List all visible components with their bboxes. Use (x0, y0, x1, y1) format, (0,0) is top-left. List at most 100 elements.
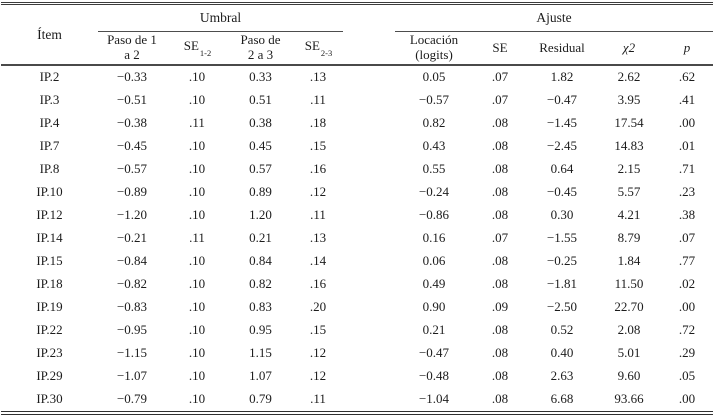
cell-p: .23 (678, 184, 696, 200)
header-item: Ítem (1, 3, 98, 66)
header-umbral-group: Umbral (98, 3, 343, 32)
table-row: IP.3 −0.51 .10 0.51 .11 −0.57 .07 −0.47 3.95 .41 (1, 89, 713, 112)
cell-residual: −0.25 (546, 253, 578, 269)
cell-se: .08 (491, 207, 509, 223)
spacer-cell (343, 65, 395, 89)
cell-se12: .10 (188, 368, 206, 384)
table-row: IP.10 −0.89 .10 0.89 .12 −0.24 .08 −0.45 5.57 .23 (1, 181, 713, 204)
cell-locacion: 0.49 (422, 276, 446, 292)
spacer-cell (343, 135, 395, 158)
cell-paso12: −0.38 (116, 115, 148, 131)
header-p: p (661, 31, 714, 66)
cell-se12: .10 (188, 161, 206, 177)
cell-chi2: 14.83 (614, 138, 644, 154)
cell-paso12: −0.51 (116, 92, 148, 108)
cell-se23: .13 (309, 230, 327, 246)
cell-p: .41 (678, 92, 696, 108)
cell-paso23: 0.33 (249, 69, 272, 85)
cell-se: .08 (491, 115, 509, 131)
cell-se12: .10 (188, 253, 206, 269)
table-row: IP.7 −0.45 .10 0.45 .15 0.43 .08 −2.45 14.83 .01 (1, 135, 713, 158)
cell-item: IP.2 (39, 69, 60, 85)
spacer-cell (343, 89, 395, 112)
spacer-cell (343, 158, 395, 181)
header-se-1-2-sub: 1-2 (199, 47, 212, 58)
cell-p: .01 (678, 138, 696, 154)
cell-item: IP.3 (39, 92, 60, 108)
cell-locacion: −0.24 (418, 184, 450, 200)
cell-paso23: 0.82 (249, 276, 272, 292)
cell-paso23: 0.38 (249, 115, 272, 131)
cell-locacion: −1.04 (418, 391, 450, 407)
cell-paso23: 0.45 (249, 138, 272, 154)
cell-paso12: −0.79 (116, 391, 148, 407)
cell-p: .00 (678, 115, 696, 131)
cell-chi2: 11.50 (614, 276, 644, 292)
cell-locacion: −0.86 (418, 207, 450, 223)
cell-locacion: 0.82 (422, 115, 446, 131)
cell-paso12: −0.57 (116, 161, 148, 177)
group-header-row: Ítem Umbral Ajuste (1, 3, 714, 66)
cell-paso23: 0.21 (249, 230, 272, 246)
cell-se23: .12 (309, 184, 327, 200)
cell-se23: .14 (309, 253, 327, 269)
cell-se23: .11 (310, 207, 326, 223)
cell-p: .29 (678, 345, 696, 361)
cell-chi2: 3.95 (617, 92, 641, 108)
cell-se12: .10 (188, 391, 206, 407)
cell-se12: .10 (188, 184, 206, 200)
cell-paso23: 0.89 (249, 184, 272, 200)
cell-p: .00 (678, 299, 696, 315)
cell-item: IP.29 (36, 368, 63, 384)
header-ajuste-group: Ajuste (395, 3, 714, 32)
spacer-cell (343, 250, 395, 273)
cell-paso12: −0.45 (116, 138, 148, 154)
cell-se23: .18 (309, 115, 327, 131)
cell-se: .08 (491, 184, 509, 200)
cell-paso23: 0.95 (249, 322, 272, 338)
cell-residual: 2.63 (550, 368, 574, 384)
cell-chi2: 2.08 (617, 322, 641, 338)
cell-locacion: 0.55 (422, 161, 446, 177)
cell-chi2: 4.21 (617, 207, 641, 223)
cell-paso12: −0.82 (116, 276, 148, 292)
table-row: IP.19 −0.83 .10 0.83 .20 0.90 .09 −2.50 22.70 .00 (1, 296, 713, 319)
cell-chi2: 2.15 (617, 161, 641, 177)
table-row: IP.4 −0.38 .11 0.38 .18 0.82 .08 −1.45 17.54 .00 (1, 112, 713, 135)
table-row: IP.8 −0.57 .10 0.57 .16 0.55 .08 0.64 2.15 .71 (1, 158, 713, 181)
cell-paso23: 0.83 (249, 299, 272, 315)
cell-paso12: −1.20 (116, 207, 148, 223)
spacer-cell (343, 342, 395, 365)
cell-se23: .15 (309, 322, 327, 338)
cell-se12: .10 (188, 276, 206, 292)
cell-locacion: −0.57 (418, 92, 450, 108)
cell-paso23: 0.79 (249, 391, 272, 407)
cell-se: .08 (491, 253, 509, 269)
cell-paso12: −0.84 (116, 253, 148, 269)
cell-item: IP.4 (39, 115, 60, 131)
cell-se23: .15 (309, 138, 327, 154)
cell-item: IP.10 (36, 184, 63, 200)
cell-paso23: 0.84 (249, 253, 272, 269)
spacer-cell (343, 296, 395, 319)
cell-item: IP.22 (36, 322, 63, 338)
cell-se: .08 (491, 368, 509, 384)
header-se-2-3: SE2-3 (293, 31, 343, 66)
cell-se23: .20 (309, 299, 327, 315)
cell-residual: 0.30 (550, 207, 574, 223)
cell-item: IP.19 (36, 299, 63, 315)
cell-se12: .10 (188, 92, 206, 108)
table-row: IP.22 −0.95 .10 0.95 .15 0.21 .08 0.52 2.08 .72 (1, 319, 713, 342)
cell-p: .02 (678, 276, 696, 292)
cell-se: .07 (491, 92, 509, 108)
cell-paso12: −0.33 (116, 69, 148, 85)
cell-chi2: 8.79 (617, 230, 641, 246)
cell-p: .00 (678, 391, 696, 407)
cell-se: .08 (491, 138, 509, 154)
cell-item: IP.14 (36, 230, 63, 246)
cell-residual: −0.47 (546, 92, 578, 108)
cell-item: IP.8 (39, 161, 60, 177)
sub-header-row: Paso de 1 a 2 SE1-2 Paso de 2 a 3 SE2-3 … (1, 31, 714, 66)
cell-item: IP.7 (39, 138, 60, 154)
